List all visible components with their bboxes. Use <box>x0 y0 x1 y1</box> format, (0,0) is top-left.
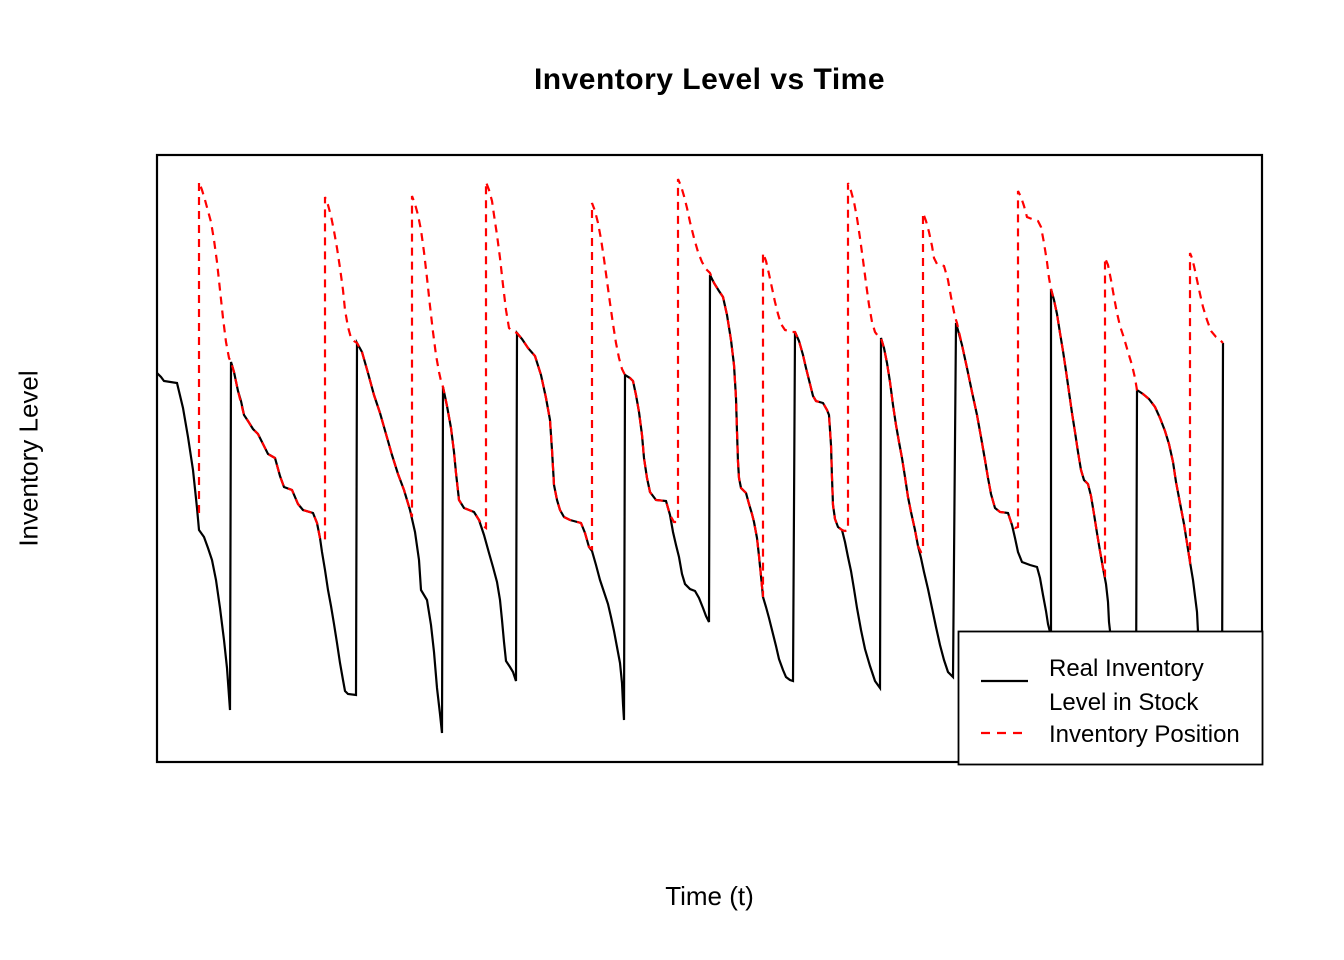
legend-label-real-inventory-line2: Level in Stock <box>1049 689 1199 716</box>
legend-label-real-inventory-line1: Real Inventory <box>1049 655 1204 682</box>
plot-frame <box>155 153 1264 764</box>
legend: Real Inventory Level in Stock Inventory … <box>957 630 1264 766</box>
legend-box <box>957 630 1264 766</box>
x-axis-label: Time (t) <box>665 881 754 911</box>
inventory-position-line <box>197 178 1224 598</box>
legend-label-inventory-position: Inventory Position <box>1049 721 1240 748</box>
chart-title: Inventory Level vs Time <box>533 63 886 96</box>
